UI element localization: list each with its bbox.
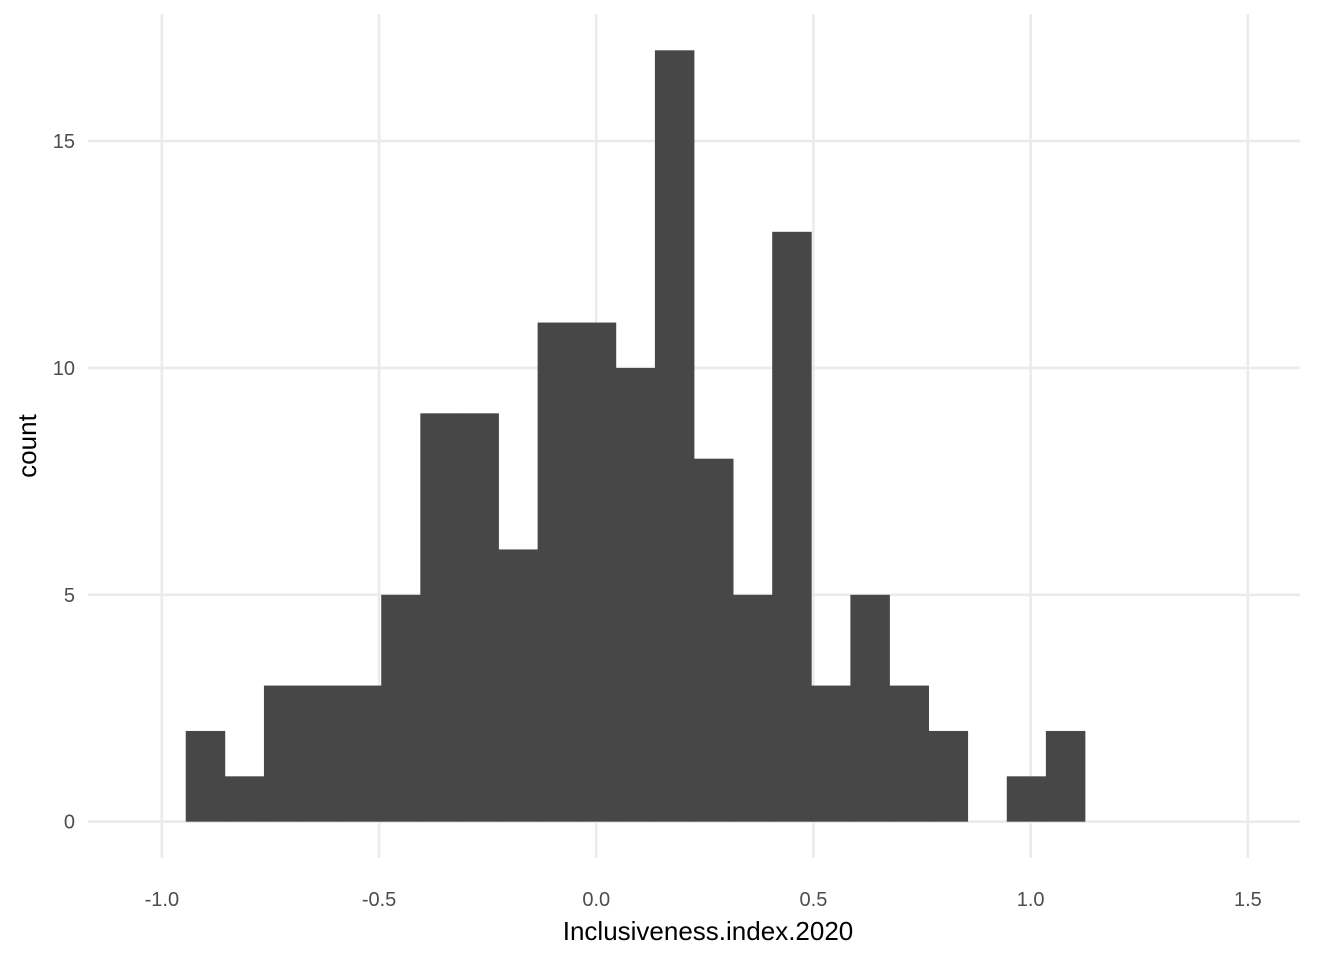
histogram-bar bbox=[537, 322, 578, 822]
histogram-bar bbox=[850, 594, 890, 822]
histogram-bar bbox=[576, 322, 617, 822]
histogram-bar bbox=[381, 594, 421, 822]
x-tick-label: 0.0 bbox=[582, 889, 610, 911]
x-axis-tick-labels: -1.0 -0.5 0.0 0.5 1.0 1.5 bbox=[145, 889, 1262, 911]
y-axis-tick-labels: 0 5 10 15 bbox=[53, 131, 75, 834]
y-tick-label: 0 bbox=[64, 812, 75, 834]
histogram-bar bbox=[224, 776, 265, 822]
histogram-bar bbox=[459, 413, 499, 822]
y-tick-label: 10 bbox=[53, 358, 75, 380]
y-tick-label: 15 bbox=[53, 131, 75, 153]
histogram-bar bbox=[263, 685, 304, 822]
x-tick-label: -0.5 bbox=[362, 889, 396, 911]
histogram-bar bbox=[654, 50, 695, 822]
x-axis-title: Inclusiveness.index.2020 bbox=[563, 916, 854, 946]
y-tick-label: 5 bbox=[64, 585, 75, 607]
histogram-bar bbox=[1045, 730, 1086, 822]
histogram-bar bbox=[1006, 776, 1047, 822]
histogram-bar bbox=[811, 685, 851, 822]
histogram-bar bbox=[303, 685, 343, 822]
histogram-bar bbox=[615, 367, 656, 822]
histogram-bar bbox=[733, 594, 773, 822]
histogram-bar bbox=[342, 685, 382, 822]
y-axis-title: count bbox=[12, 413, 42, 477]
histogram-bars bbox=[185, 50, 1086, 822]
x-tick-label: 1.0 bbox=[1017, 889, 1045, 911]
x-tick-label: 0.5 bbox=[800, 889, 828, 911]
histogram-bar bbox=[889, 685, 929, 822]
x-tick-label: 1.5 bbox=[1234, 889, 1262, 911]
histogram-bar bbox=[185, 730, 226, 822]
histogram-bar bbox=[420, 413, 460, 822]
x-tick-label: -1.0 bbox=[145, 889, 179, 911]
histogram-bar bbox=[694, 458, 734, 822]
histogram-bar bbox=[498, 549, 539, 822]
histogram-bar bbox=[772, 231, 812, 822]
histogram-bar bbox=[928, 730, 969, 822]
